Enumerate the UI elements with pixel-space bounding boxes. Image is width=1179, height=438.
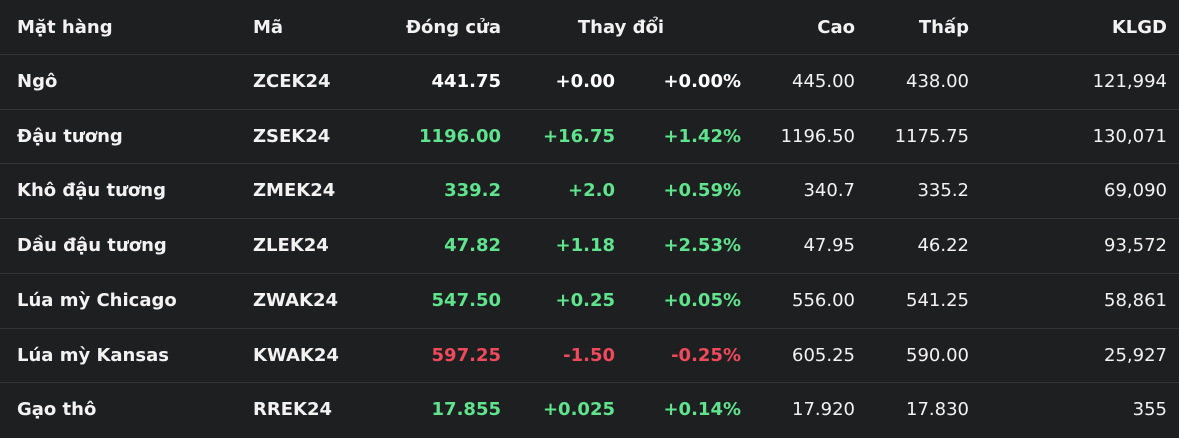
table-cell: +0.00 (555, 71, 616, 92)
header-cell: Thấp (918, 17, 969, 38)
table-cell: ZSEK24 (253, 125, 331, 147)
table-cell: 17.855 (431, 399, 501, 421)
table-cell: +0.14% (663, 399, 741, 421)
table-cell: Lúa mỳ Kansas (17, 344, 169, 366)
table-cell: 47.82 (444, 235, 501, 257)
table-cell: 130,071 (1092, 125, 1167, 147)
table-cell: Dầu đậu tương (17, 235, 167, 257)
table-cell: -0.25% (671, 344, 741, 366)
table-cell: Ngô (17, 71, 58, 92)
table-cell: 17.920 (792, 399, 855, 421)
header-row: Mặt hàng Mã Đóng cửa Thay đổi Cao Thấp KLGD (0, 0, 1179, 55)
table-cell: 58,861 (1104, 289, 1167, 311)
table-row: Dầu đậu tương ZLEK24 47.82 +1.18 +2.53% 47.95… (0, 219, 1179, 274)
table-cell: 547.50 (431, 289, 501, 311)
table-row: Lúa mỳ Chicago ZWAK24 547.50 +0.25 +0.05% 556… (0, 274, 1179, 329)
table-cell: +1.42% (663, 125, 741, 147)
table-cell: +1.18 (555, 235, 616, 257)
table-row: Lúa mỳ Kansas KWAK24 597.25 -1.50 -0.25% 605.… (0, 329, 1179, 384)
header-cell: KLGD (1111, 17, 1167, 38)
table-cell: Gạo thô (17, 399, 97, 421)
table-cell: Đậu tương (17, 125, 123, 147)
table-cell: 1175.75 (894, 125, 969, 147)
table-cell: 445.00 (792, 71, 855, 92)
table-cell: ZWAK24 (253, 289, 339, 311)
table-cell: 46.22 (917, 235, 969, 257)
table-cell: 556.00 (792, 289, 855, 311)
table-cell: +16.75 (542, 125, 615, 147)
table-cell: KWAK24 (253, 344, 339, 366)
table-cell: 355 (1132, 399, 1167, 421)
header-cell: Cao (817, 17, 855, 38)
header-cell: Mặt hàng (17, 17, 113, 38)
table-cell: 339.2 (444, 180, 501, 202)
table-cell: RREK24 (253, 399, 333, 421)
table-cell: 25,927 (1104, 344, 1167, 366)
table-cell: 340.7 (803, 180, 855, 202)
table-cell: +0.025 (542, 399, 615, 421)
table-cell: -1.50 (563, 344, 615, 366)
table-cell: 597.25 (431, 344, 501, 366)
table-cell: ZCEK24 (253, 71, 331, 92)
table-row: Khô đậu tương ZMEK24 339.2 +2.0 +0.59% 340.7 3… (0, 164, 1179, 220)
header-cell: Đóng cửa (405, 17, 501, 38)
table-cell: +0.25 (555, 289, 616, 311)
table-cell: +2.53% (663, 235, 741, 257)
header-cell: Mã (253, 17, 284, 38)
table-cell: ZLEK24 (253, 235, 329, 257)
table-cell: 47.95 (803, 235, 855, 257)
table-cell: 93,572 (1104, 235, 1167, 257)
table-cell: 541.25 (906, 289, 969, 311)
table-cell: 1196.50 (780, 125, 855, 147)
table-cell: +0.05% (663, 289, 741, 311)
table-cell: 69,090 (1104, 180, 1167, 202)
table-cell: +0.00% (663, 71, 741, 92)
table-cell: +2.0 (568, 180, 615, 202)
table-cell: 335.2 (917, 180, 969, 202)
table-row: Ngô ZCEK24 441.75 +0.00 +0.00% 445.00 438.00 12… (0, 55, 1179, 110)
table-cell: Lúa mỳ Chicago (17, 289, 177, 311)
table-cell: 438.00 (906, 71, 969, 92)
table-row: Đậu tương ZSEK24 1196.00 +16.75 +1.42% 1196.5… (0, 110, 1179, 165)
table-cell: 590.00 (906, 344, 969, 366)
header-cell: Thay đổi (577, 17, 664, 38)
table-cell: +0.59% (663, 180, 741, 202)
table-cell: 17.830 (906, 399, 969, 421)
table-cell: Khô đậu tương (17, 180, 166, 202)
table-cell: 441.75 (431, 71, 501, 92)
table-row: Gạo thô RREK24 17.855 +0.025 +0.14% 17.920 17.… (0, 383, 1179, 438)
table-cell: 121,994 (1092, 71, 1167, 92)
table-cell: 1196.00 (419, 125, 501, 147)
table-cell: ZMEK24 (253, 180, 336, 202)
table-cell: 605.25 (792, 344, 855, 366)
